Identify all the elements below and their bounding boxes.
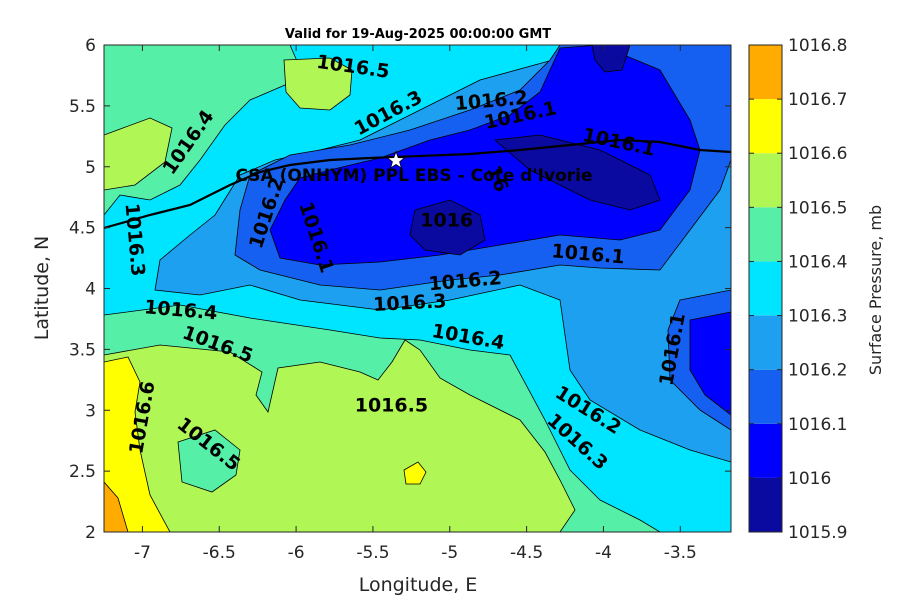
- y-axis-title: Latitude, N: [31, 236, 53, 341]
- field-level-1016: [269, 45, 701, 266]
- y-tick-label: 5.5: [69, 97, 96, 117]
- colorbar-tick-label: 1016.5: [788, 198, 847, 218]
- y-tick-label: 3: [85, 401, 96, 421]
- y-tick-label: 5: [85, 158, 96, 178]
- colorbar-tick-label: 1016.7: [788, 90, 847, 110]
- contour-label: 1016: [420, 209, 473, 231]
- colorbar-tick-label: 1016.6: [788, 144, 847, 164]
- field-level-1016-5-north: [283, 57, 353, 111]
- field-level-1016-east: [689, 311, 731, 416]
- y-tick-label: 3.5: [69, 340, 96, 360]
- y-tick-label: 2.5: [69, 462, 96, 482]
- site-star-icon: [386, 150, 406, 169]
- x-tick-label: -4.5: [510, 543, 543, 563]
- x-tick-label: -6.5: [203, 543, 236, 563]
- x-tick-label: -6: [288, 543, 305, 563]
- site-marker: [386, 150, 406, 169]
- colorbar-tick-label: 1016.4: [788, 252, 847, 272]
- colorbar-tick-label: 1016.1: [788, 415, 847, 435]
- x-axis: -7 -6.5 -6 -5.5 -5 -4.5 -4 -3.5: [134, 45, 697, 563]
- field-level-1016-6: [104, 356, 171, 532]
- y-tick-label: 4: [85, 280, 96, 300]
- colorbar-swatch: [749, 207, 782, 262]
- field-level-1016-4-pocket: [177, 429, 241, 493]
- colorbar-tick-label: 1016.3: [788, 307, 847, 327]
- y-tick-label: 6: [85, 36, 96, 56]
- x-axis-title: Longitude, E: [359, 574, 478, 596]
- colorbar-tick-label: 1016.2: [788, 361, 847, 381]
- field-level-1016-7: [104, 481, 129, 532]
- colorbar-title: Surface Pressure, mb: [866, 205, 885, 375]
- field-level-1015-9-center: [494, 134, 661, 211]
- colorbar-frame: [748, 44, 783, 533]
- contour-label: 1016.3: [373, 290, 447, 316]
- y-tick-label: 2: [85, 523, 96, 543]
- contour-field: [104, 45, 731, 532]
- colorbar-swatch: [749, 315, 782, 370]
- colorbar: 1015.9 1016 1016.1 1016.2 1016.3 1016.4 1016.5…: [748, 36, 847, 543]
- field-level-1015-9-south: [409, 199, 486, 256]
- colorbar-swatch: [749, 153, 782, 208]
- y-axis: 2 2.5 3 3.5 4 4.5 5 5.5 6: [69, 36, 731, 543]
- colorbar-swatch: [749, 369, 782, 424]
- colorbar-tick-label: 1016: [788, 469, 831, 489]
- field-level-1016-5-west: [104, 117, 173, 191]
- colorbar-tick-label: 1016.8: [788, 36, 847, 56]
- colorbar-swatch: [749, 261, 782, 316]
- contour-label: 1016.5: [355, 394, 428, 416]
- colorbar-swatch: [749, 99, 782, 154]
- colorbar-swatch: [749, 45, 782, 100]
- y-tick-label: 4.5: [69, 219, 96, 239]
- chart-title: Valid for 19-Aug-2025 00:00:00 GMT: [285, 27, 551, 42]
- x-tick-label: -7: [134, 543, 151, 563]
- x-tick-label: -5: [441, 543, 458, 563]
- colorbar-tick-label: 1015.9: [788, 523, 847, 543]
- colorbar-swatch: [749, 477, 782, 532]
- site-label: CSA (ONHYM) PPL EBS - Cote d'Ivorie: [235, 166, 592, 186]
- colorbar-swatch: [749, 423, 782, 478]
- x-tick-label: -5.5: [356, 543, 389, 563]
- x-tick-label: -3.5: [664, 543, 697, 563]
- x-tick-label: -4: [595, 543, 612, 563]
- field-level-1015-9-north: [591, 45, 631, 73]
- field-level-1016-6-spot: [403, 461, 427, 485]
